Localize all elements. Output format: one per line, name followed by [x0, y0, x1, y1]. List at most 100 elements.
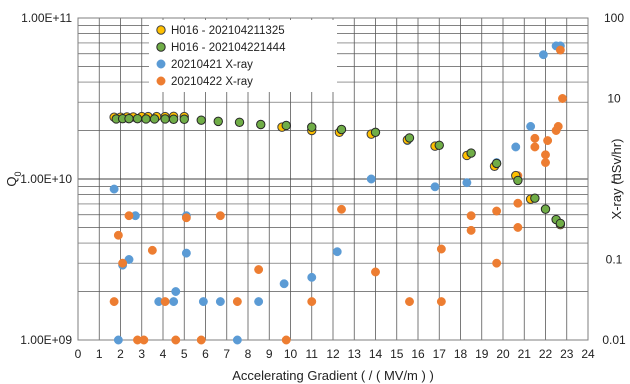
q0-point [132, 113, 143, 124]
xray-point [466, 211, 476, 221]
q0-point [540, 204, 551, 214]
x-tick-label: 1 [96, 347, 103, 361]
legend-marker [156, 59, 166, 69]
xray-point [215, 211, 225, 221]
xray-point [307, 272, 317, 282]
x-axis-title: Accelerating Gradient ( / ( MV/m ) ) [232, 368, 434, 383]
q0-point [196, 115, 206, 125]
x-tick-label: 8 [245, 347, 252, 361]
q0-point [404, 133, 415, 143]
y-left-tick-label: 1.00E+09 [20, 333, 72, 347]
legend-label: H016 - 202104211325 [171, 25, 285, 37]
q0-point [281, 120, 291, 131]
legend-label: 20210421 X-ray [171, 59, 253, 71]
xray-point [215, 297, 225, 307]
xray-point [530, 142, 540, 152]
xray-point [366, 174, 376, 184]
xray-point [232, 335, 242, 345]
xray-point [113, 230, 123, 240]
y-left-axis-title-subscript: 0 [13, 171, 23, 176]
x-tick-label: 24 [581, 347, 595, 361]
xray-point [196, 335, 206, 345]
xray-point [169, 297, 179, 307]
xray-point [553, 121, 563, 131]
y-right-tick-label: 0.01 [602, 333, 626, 347]
xray-point [109, 184, 119, 194]
xray-point [171, 335, 181, 345]
plot-area-frame [77, 17, 589, 341]
xray-point [254, 265, 264, 275]
legend-marker [156, 42, 166, 52]
q0-point [513, 175, 523, 186]
y-right-tick-label: 100 [604, 11, 624, 25]
xray-point [113, 335, 123, 345]
legend-marker [156, 76, 166, 86]
q0-point [256, 119, 266, 130]
q0-point [466, 148, 476, 158]
x-tick-label: 16 [411, 347, 425, 361]
xray-point [430, 182, 440, 192]
xray-point [436, 244, 446, 254]
legend-label: 20210422 X-ray [171, 76, 253, 88]
xray-point [526, 121, 536, 131]
y-left-tick-label: 1.00E+10 [20, 172, 72, 186]
xray-point [466, 225, 476, 235]
xray-point [109, 297, 119, 307]
xray-point [171, 287, 181, 296]
x-tick-label: 12 [326, 347, 340, 361]
x-tick-label: 9 [266, 347, 273, 361]
xray-point [436, 297, 446, 307]
x-tick-label: 11 [306, 347, 319, 361]
xray-point [405, 297, 414, 307]
x-tick-label: 5 [181, 347, 188, 361]
legend-marker [156, 25, 166, 35]
xray-point [279, 279, 289, 289]
x-tick-label: 23 [560, 347, 574, 361]
xray-point [543, 136, 553, 146]
q0-point [124, 113, 134, 124]
x-tick-label: 4 [160, 347, 167, 361]
xray-point [538, 50, 548, 60]
x-tick-label: 20 [496, 347, 510, 361]
q0-point [434, 140, 444, 150]
q0-point [160, 114, 170, 124]
x-tick-label: 19 [475, 347, 489, 361]
xray-point [232, 297, 242, 307]
y-right-tick-label: 0.1 [606, 253, 623, 267]
x-tick-label: 14 [369, 347, 383, 361]
xray-point [530, 133, 540, 143]
xray-point [118, 258, 128, 268]
q0-point [370, 127, 381, 138]
xray-point [181, 213, 191, 223]
q0-point [555, 218, 566, 229]
q0-point [213, 116, 223, 127]
xray-point [337, 204, 346, 214]
xray-point [332, 247, 342, 257]
xray-point [541, 150, 550, 160]
x-tick-label: 22 [539, 347, 553, 361]
xray-point [124, 211, 134, 221]
xray-point [511, 142, 521, 152]
x-tick-label: 10 [284, 347, 298, 361]
q0-point [491, 158, 502, 169]
legend-box [149, 20, 337, 92]
x-tick-label: 15 [390, 347, 404, 361]
xray-point [558, 94, 567, 103]
x-tick-label: 3 [138, 347, 145, 361]
q0-point [141, 114, 151, 124]
x-tick-label: 6 [202, 347, 209, 361]
y-right-axis-title: X-ray (uSv/hr) [609, 139, 624, 220]
q0-point [168, 114, 179, 124]
q0-point [307, 122, 317, 132]
xray-point [139, 335, 149, 345]
xray-point [492, 206, 502, 216]
xray-point [462, 178, 472, 188]
series-layer [109, 41, 567, 345]
legend: H016 - 202104211325 H016 - 202104221444 20… [149, 20, 337, 92]
xray-point [181, 248, 191, 258]
xray-point [307, 297, 317, 307]
x-tick-label: 13 [348, 347, 362, 361]
y-left-tick-label: 1.00E+11 [21, 11, 72, 25]
x-tick-label: 21 [518, 347, 532, 361]
